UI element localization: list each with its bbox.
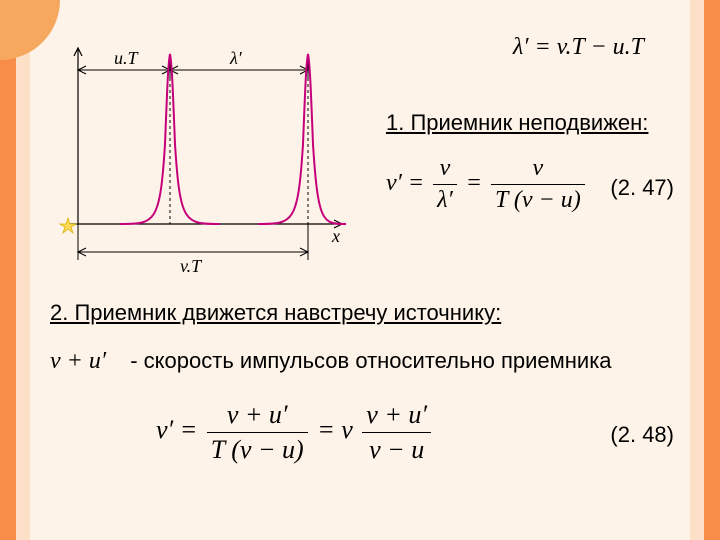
source-star-icon <box>60 218 76 233</box>
line-relative-speed: v + u′ - скорость импульсов относительно… <box>50 348 612 375</box>
label-x-axis: x <box>331 226 340 246</box>
equation-2-48-wrap: ν′ = v + u′ T (v − u) = ν v + u′ v − u (… <box>156 400 674 465</box>
equation-2-47-number: (2. 47) <box>610 175 674 201</box>
heading-receiver-stationary: 1. Приемник неподвижен: <box>386 110 648 136</box>
label-vT: v.T <box>180 256 203 276</box>
eq247-frac2: v T (v − u) <box>491 155 585 214</box>
heading-receiver-stationary-text: 1. Приемник неподвижен: <box>386 110 648 135</box>
equation-2-48-number: (2. 48) <box>610 422 674 448</box>
speed-symbol: v + u′ <box>50 348 106 374</box>
eq248-frac2-den: v − u <box>362 433 431 465</box>
eq247-lhs: ν′ <box>386 170 402 196</box>
eq248-frac1-num: v + u′ <box>207 400 308 433</box>
eq247-frac1-den: λ′ <box>433 185 457 214</box>
label-lambda-prime: λ′ <box>229 48 243 68</box>
slide: u.T λ′ x <box>0 0 720 540</box>
equation-lambda-prime-text: λ′ = v.T − u.T <box>513 34 644 60</box>
content-area: u.T λ′ x <box>36 0 684 540</box>
equation-lambda-prime: λ′ = v.T − u.T <box>513 34 644 61</box>
eq247-frac1: v λ′ <box>433 155 457 214</box>
equation-2-47: ν′ = v λ′ = v T (v − u) <box>386 170 588 196</box>
eq248-frac1: v + u′ T (v − u) <box>207 400 308 465</box>
eq247-frac2-num: v <box>491 155 585 185</box>
label-uT: u.T <box>114 48 140 68</box>
pulse-diagram: u.T λ′ x <box>50 24 350 284</box>
equation-2-48: ν′ = v + u′ T (v − u) = ν v + u′ v − u <box>156 415 434 444</box>
eq248-frac2: v + u′ v − u <box>362 400 431 465</box>
eq248-frac1-den: T (v − u) <box>207 433 308 465</box>
eq248-frac2-num: v + u′ <box>362 400 431 433</box>
eq247-frac2-den: T (v − u) <box>491 185 585 214</box>
speed-description: - скорость импульсов относительно приемн… <box>130 348 611 373</box>
eq248-mid: ν <box>341 415 353 444</box>
eq247-frac1-num: v <box>433 155 457 185</box>
heading-receiver-moving: 2. Приемник движется навстречу источнику… <box>50 300 501 326</box>
equation-2-47-wrap: ν′ = v λ′ = v T (v − u) (2. 47) <box>386 155 674 214</box>
eq248-lhs: ν′ <box>156 415 173 444</box>
heading-receiver-moving-text: 2. Приемник движется навстречу источнику… <box>50 300 501 325</box>
